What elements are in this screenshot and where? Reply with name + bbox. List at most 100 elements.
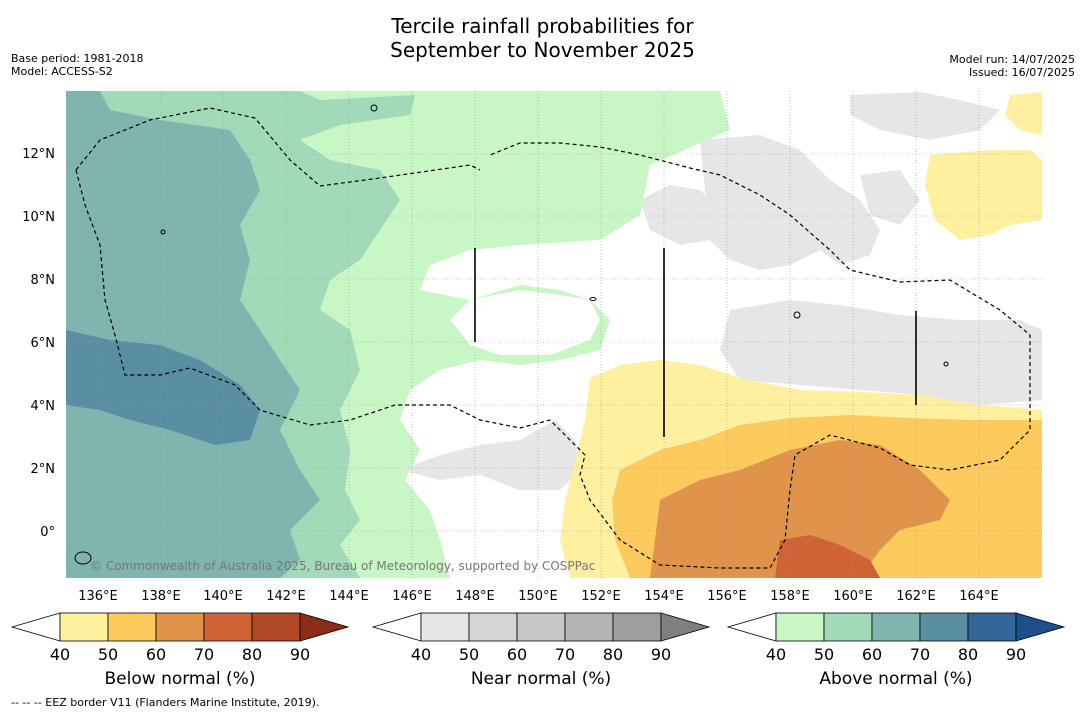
above-normal-region-60 [66,91,320,578]
near-colorbar-tick: 90 [651,645,671,664]
near-colorbar-tick: 60 [507,645,527,664]
lon-tick: 156°E [707,589,747,604]
islands [74,104,949,565]
eez-border [75,107,1031,569]
island-6 [74,551,92,565]
below-colorbar-segment [251,612,301,642]
near-colorbar-segment [564,612,614,642]
lat-tick: 2°N [31,462,56,477]
above-colorbar-segment [967,612,1017,642]
lat-tick: 4°N [31,399,56,414]
lat-tick: 6°N [31,336,56,351]
near-normal-region-west [400,420,580,490]
below-colorbar-tick: 50 [98,645,118,664]
run-info: Model run: 14/07/2025 Issued: 16/07/2025 [949,53,1075,79]
near-normal-region-east2 [720,300,1042,405]
island-5 [589,297,597,301]
island-4 [160,229,166,235]
near-colorbar-tick: 70 [555,645,575,664]
lat-tick: 12°N [22,147,55,162]
lon-tick: 154°E [644,589,684,604]
near-colorbar-tick: 80 [603,645,623,664]
island-1 [370,104,378,112]
title-line-1: Tercile rainfall probabilities for [391,14,694,38]
boundary-lines [474,248,917,437]
lat-tick: 8°N [31,273,56,288]
base-period: Base period: 1981-2018 [11,52,144,65]
above-colorbar-tick: 80 [958,645,978,664]
colorbars: 40 50 60 70 80 90 40 50 60 70 80 90 40 50 60 70 80 90 [10,612,1066,664]
copyright-text: © Commonwealth of Australia 2025, Bureau… [90,559,595,573]
below-colorbar-segment [107,612,157,642]
island-3 [943,361,949,367]
below-colorbar-segment [155,612,205,642]
model-name: Model: ACCESS-S2 [11,65,113,78]
below-normal-label: Below normal (%) [104,669,256,689]
map-title: Tercile rainfall probabilities for Septe… [0,14,1085,62]
below-colorbar-segment [59,612,109,642]
above-colorbar-tick: 50 [814,645,834,664]
above-colorbar-min-extend [726,612,777,642]
near-colorbar-segment [612,612,662,642]
above-colorbar-segment [871,612,921,642]
near-normal-label: Near normal (%) [470,669,612,689]
below-normal-region-60 [650,440,950,578]
above-normal-label: Above normal (%) [819,669,973,689]
lon-tick: 136°E [78,589,118,604]
near-colorbar-segment [516,612,566,642]
near-normal-region-north2 [850,92,1000,140]
near-colorbar-tick: 50 [459,645,479,664]
above-colorbar-tick: 90 [1006,645,1026,664]
below-colorbar-tick: 60 [146,645,166,664]
near-normal-region-north [640,185,720,245]
lon-tick: 150°E [518,589,558,604]
above-colorbar-segment [775,612,825,642]
base-info: Base period: 1981-2018 Model: ACCESS-S2 [11,52,143,78]
eez-west-lower [75,142,1031,569]
island-2 [793,311,801,319]
model-run: Model run: 14/07/2025 [949,53,1075,66]
near-normal-region-ne [860,170,920,225]
above-normal-region-70 [66,330,260,445]
above-colorbar-segment [823,612,873,642]
map-plot-area: © Commonwealth of Australia 2025, Bureau… [66,91,1042,578]
lon-tick: 160°E [833,589,873,604]
near-colorbar-segment [420,612,470,642]
lon-tick: 162°E [896,589,936,604]
lon-tick: 158°E [770,589,810,604]
near-colorbar-max-extend [660,612,711,642]
lon-axis: 136°E 138°E 140°E 142°E 144°E 146°E 148°… [78,589,999,604]
title-line-2: September to November 2025 [390,38,695,62]
lon-tick: 152°E [581,589,621,604]
eez-palau-fsm-west [75,107,481,187]
lon-tick: 138°E [141,589,181,604]
eez-footer-note: -- -- -- EEZ border V11 (Flanders Marine… [11,696,320,709]
below-normal-region-ne [925,150,1042,240]
white-gap [450,290,600,355]
below-colorbar-max-extend [299,612,350,642]
below-colorbar-tick: 90 [290,645,310,664]
lon-tick: 164°E [959,589,999,604]
near-colorbar-tick: 40 [411,645,431,664]
above-colorbar-segment [919,612,969,642]
lon-tick: 146°E [392,589,432,604]
lat-tick: 0° [40,525,55,540]
gridlines [66,91,1042,578]
below-colorbar-tick: 70 [194,645,214,664]
above-colorbar-max-extend [1015,612,1066,642]
lon-tick: 140°E [203,589,243,604]
below-colorbar-min-extend [10,612,61,642]
below-colorbar-tick: 80 [242,645,262,664]
lat-axis: 12°N 10°N 8°N 6°N 4°N 2°N 0° [22,147,55,540]
near-colorbar-segment [468,612,518,642]
above-colorbar-tick: 70 [910,645,930,664]
issued-date: Issued: 16/07/2025 [968,66,1075,79]
below-normal-region-ne2 [1005,92,1042,135]
below-colorbar-segment [203,612,253,642]
lon-tick: 148°E [455,589,495,604]
below-colorbar-tick: 40 [50,645,70,664]
lat-tick: 10°N [22,210,55,225]
lon-tick: 144°E [329,589,369,604]
below-normal-region-70 [775,535,880,578]
above-colorbar-tick: 60 [862,645,882,664]
